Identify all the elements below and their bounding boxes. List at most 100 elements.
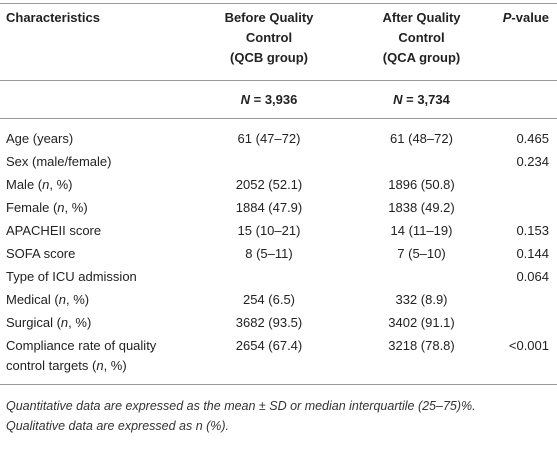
text: 2654 (67.4) [235,338,303,353]
text: Qualitative data are expressed as n (%). [6,419,230,433]
text: Male ( [6,177,43,192]
cell: 15 (10–21) [190,220,350,243]
cell [190,266,350,289]
text: 1896 (50.8) [388,177,455,192]
cell: 2052 (52.1) [190,174,350,197]
text: 1838 (49.2) [388,200,455,215]
data-row: Surgical (n, %) 3682 (93.5) 3402 (91.1) [0,312,557,335]
text: , %) [64,200,88,215]
cell [495,80,557,119]
cell [495,289,557,312]
text: Type of ICU admission [6,269,137,284]
italic-text: N [240,91,251,107]
text: 3682 (93.5) [235,315,303,330]
text: 61 (48–72) [390,131,453,146]
cell [190,151,350,174]
cell: 1884 (47.9) [190,197,350,220]
cell: 3218 (78.8) [350,335,495,385]
text: Characteristics [6,10,100,25]
italic-text: n [60,315,69,330]
cell: Age (years) [0,118,190,151]
italic-text: n [42,177,50,192]
text: (QCA group) [382,50,461,65]
cell [350,266,495,289]
cell [495,174,557,197]
data-table: Characteristics Before Quality Control (QCB… [0,3,557,385]
footnote: Quantitative data are expressed as the m… [6,396,476,436]
text: , %) [49,177,73,192]
cell: 14 (11–19) [350,220,495,243]
text: Medical ( [6,292,59,307]
text: Sex (male/female) [6,154,112,169]
data-row: SOFA score 8 (5–11) 7 (5–10) 0.144 [0,243,557,266]
text: , %) [68,315,92,330]
italic-text: N [393,91,403,107]
cell: N = 3,936 [190,80,350,119]
cell: 3402 (91.1) [350,312,495,335]
cell: Male (n, %) [0,174,190,197]
text: Before Quality [224,10,314,25]
text: control targets ( [6,358,97,373]
text: 3218 (78.8) [388,338,455,353]
data-row: Male (n, %) 2052 (52.1) 1896 (50.8) [0,174,557,197]
italic-text: P [502,10,512,25]
text: 8 (5–11) [245,246,293,261]
text: 7 (5–10) [397,246,446,261]
cell [495,312,557,335]
text: 254 (6.5) [242,292,296,307]
data-row: APACHEII score 15 (10–21) 14 (11–19) 0.153 [0,220,557,243]
text: Control [245,30,293,45]
cell: After Quality Control (QCA group) [350,3,495,81]
text: (QCB group) [230,50,308,65]
text: Quantitative data are expressed as the m… [6,399,476,413]
text: 14 (11–19) [390,223,453,238]
cell: Characteristics [0,3,190,81]
cell: 1838 (49.2) [350,197,495,220]
cell: 2654 (67.4) [190,335,350,385]
text: Compliance rate of quality [6,338,157,353]
text: , %) [65,292,90,307]
cell: 0.144 [495,243,557,266]
text: -value [511,10,549,25]
cell [350,151,495,174]
cell: 0.234 [495,151,557,174]
sample-size-row: N = 3,936 N = 3,734 [0,80,557,119]
cell: Before Quality Control (QCB group) [190,3,350,81]
text: = 3,734 [402,91,450,107]
data-row: Female (n, %) 1884 (47.9) 1838 (49.2) [0,197,557,220]
text: After Quality [382,10,461,25]
cell: 7 (5–10) [350,243,495,266]
cell: Sex (male/female) [0,151,190,174]
cell: Compliance rate of quality control target… [0,335,190,385]
cell: 61 (48–72) [350,118,495,151]
cell: 61 (47–72) [190,118,350,151]
cell: 0.153 [495,220,557,243]
text: 2052 (52.1) [235,177,303,192]
data-row: Medical (n, %) 254 (6.5) 332 (8.9) [0,289,557,312]
data-row: Compliance rate of quality control target… [0,335,557,385]
cell: <0.001 [495,335,557,385]
cell [0,80,190,119]
text: 0.234 [516,154,549,169]
cell: 254 (6.5) [190,289,350,312]
cell: N = 3,734 [350,80,495,119]
cell: Female (n, %) [0,197,190,220]
text: SOFA score [6,246,76,261]
cell: Type of ICU admission [0,266,190,289]
text: Age (years) [6,131,74,146]
cell: 0.064 [495,266,557,289]
cell: Surgical (n, %) [0,312,190,335]
text: Surgical ( [6,315,61,330]
cell: 8 (5–11) [190,243,350,266]
text: 61 (47–72) [237,131,301,146]
text: 332 (8.9) [395,292,448,307]
header-row: Characteristics Before Quality Control (QCB… [0,3,557,81]
text: 15 (10–21) [237,223,301,238]
text: Female ( [6,200,58,215]
cell [495,197,557,220]
cell: 1896 (50.8) [350,174,495,197]
text: 0.144 [516,246,549,261]
data-row: Age (years) 61 (47–72) 61 (48–72) 0.465 [0,118,557,151]
data-row: Type of ICU admission 0.064 [0,266,557,289]
